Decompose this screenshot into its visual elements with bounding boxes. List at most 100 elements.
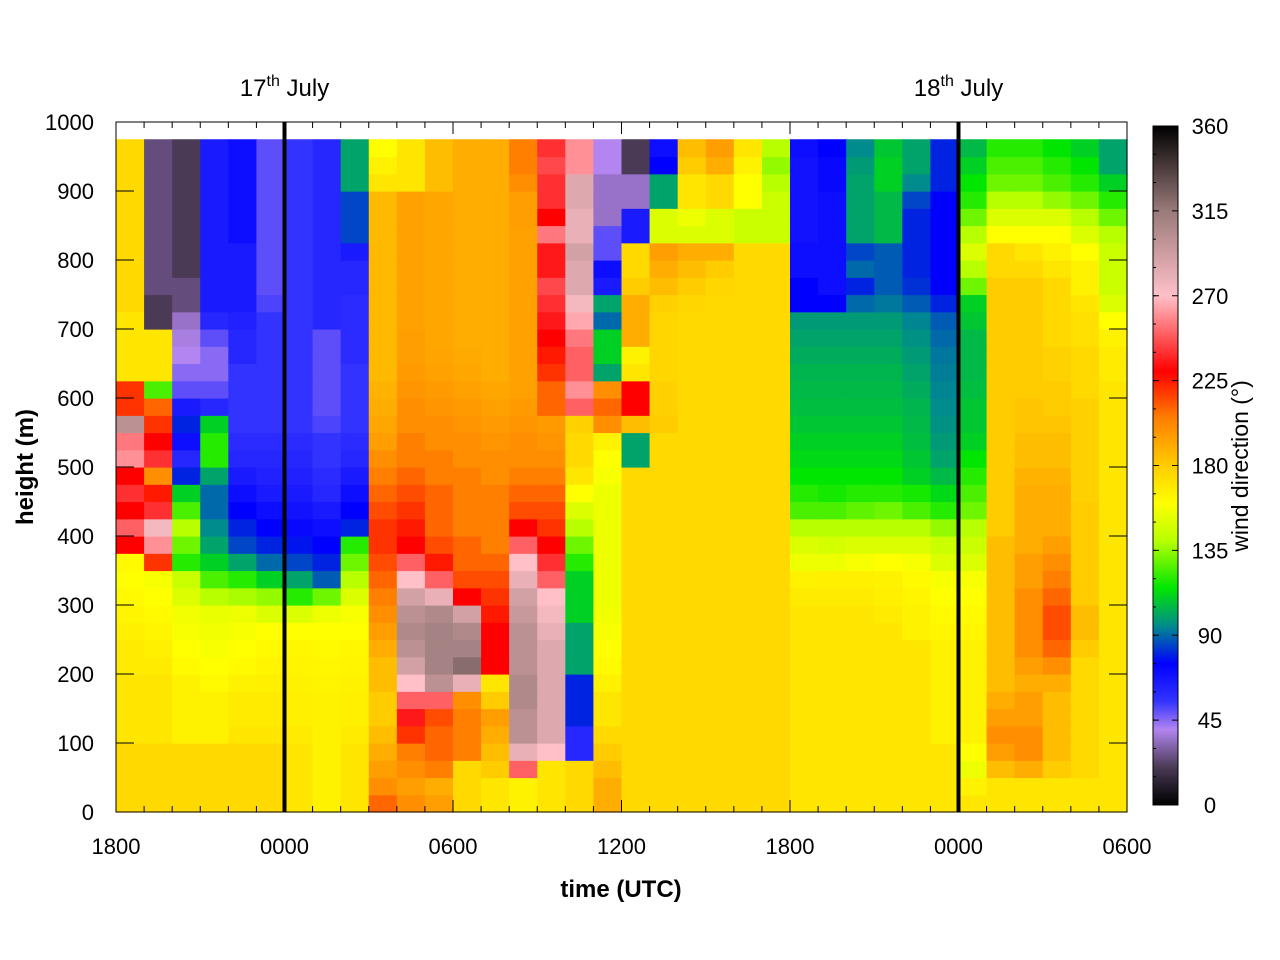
- heatmap-cell: [453, 346, 482, 365]
- heatmap-cell: [424, 260, 454, 278]
- heatmap-cell: [1098, 622, 1128, 641]
- heatmap-cell: [340, 708, 370, 727]
- heatmap-cell: [565, 242, 595, 261]
- heatmap-cell: [1014, 708, 1044, 727]
- heatmap-cell: [396, 173, 426, 192]
- heatmap-cell: [565, 191, 595, 209]
- heatmap-cell: [986, 363, 1016, 382]
- heatmap-cell: [818, 277, 847, 296]
- heatmap-cell: [621, 501, 651, 520]
- heatmap-cell: [312, 587, 342, 606]
- heatmap-cell: [396, 449, 426, 468]
- heatmap-cell: [593, 156, 623, 175]
- heatmap-cell: [846, 760, 875, 779]
- heatmap-cell: [284, 260, 314, 278]
- heatmap-cell: [144, 380, 173, 399]
- heatmap-cell: [621, 760, 651, 779]
- heatmap-cell: [312, 260, 342, 278]
- heatmap-cell: [340, 173, 370, 192]
- x-tick-label: 0600: [429, 834, 478, 859]
- heatmap-cell: [200, 691, 229, 710]
- heatmap-cell: [621, 260, 651, 278]
- heatmap-cell: [790, 191, 819, 209]
- heatmap-cell: [453, 225, 482, 244]
- heatmap-cell: [902, 570, 932, 589]
- heatmap-cell: [509, 570, 538, 589]
- heatmap-cell: [116, 725, 145, 744]
- heatmap-cell: [396, 467, 426, 485]
- heatmap-cell: [902, 449, 932, 468]
- heatmap-cell: [874, 432, 903, 451]
- heatmap-cell: [1098, 484, 1128, 503]
- heatmap-cell: [818, 587, 847, 606]
- heatmap-cell: [509, 277, 538, 296]
- heatmap-cell: [733, 760, 763, 779]
- heatmap-cell: [256, 743, 286, 761]
- heatmap-cell: [537, 415, 566, 434]
- heatmap-cell: [368, 139, 398, 158]
- heatmap-cell: [818, 432, 847, 451]
- heatmap-cell: [481, 380, 510, 399]
- heatmap-cell: [200, 208, 229, 227]
- heatmap-cells: [116, 139, 1128, 813]
- heatmap-cell: [621, 794, 651, 813]
- heatmap-cell: [312, 173, 342, 192]
- heatmap-cell: [761, 553, 791, 572]
- heatmap-cell: [958, 501, 988, 520]
- heatmap-cell: [790, 484, 819, 503]
- heatmap-cell: [172, 329, 201, 347]
- heatmap-cell: [677, 501, 707, 520]
- heatmap-cell: [228, 536, 258, 554]
- heatmap-cell: [340, 329, 370, 347]
- heatmap-cell: [481, 208, 510, 227]
- heatmap-cell: [396, 329, 426, 347]
- heatmap-cell: [902, 329, 932, 347]
- heatmap-cell: [368, 225, 398, 244]
- heatmap-cell: [874, 208, 903, 227]
- heatmap-cell: [200, 570, 229, 589]
- heatmap-cell: [200, 656, 229, 675]
- heatmap-cell: [677, 329, 707, 347]
- heatmap-cell: [144, 363, 173, 382]
- heatmap-cell: [761, 432, 791, 451]
- colorbar-tick-label: 180: [1192, 454, 1229, 479]
- heatmap-cell: [565, 518, 595, 537]
- heatmap-cell: [228, 518, 258, 537]
- heatmap-cell: [116, 173, 145, 192]
- heatmap-cell: [733, 467, 763, 485]
- heatmap-cell: [509, 691, 538, 710]
- heatmap-cell: [481, 484, 510, 503]
- heatmap-cell: [368, 242, 398, 261]
- heatmap-cell: [424, 605, 454, 623]
- heatmap-cell: [1014, 639, 1044, 658]
- heatmap-cell: [509, 467, 538, 485]
- heatmap-cell: [312, 467, 342, 485]
- heatmap-cell: [930, 708, 960, 727]
- heatmap-cell: [958, 691, 988, 710]
- heatmap-cell: [200, 225, 229, 244]
- heatmap-cell: [846, 674, 875, 692]
- heatmap-cell: [340, 156, 370, 175]
- heatmap-cell: [621, 553, 651, 572]
- heatmap-cell: [958, 173, 988, 192]
- heatmap-cell: [677, 191, 707, 209]
- heatmap-cell: [677, 725, 707, 744]
- heatmap-cell: [396, 587, 426, 606]
- heatmap-cell: [846, 139, 875, 158]
- heatmap-cell: [677, 156, 707, 175]
- heatmap-cell: [396, 622, 426, 641]
- heatmap-cell: [284, 553, 314, 572]
- heatmap-cell: [621, 225, 651, 244]
- heatmap-cell: [649, 208, 679, 227]
- heatmap-cell: [453, 605, 482, 623]
- heatmap-cell: [481, 777, 510, 796]
- heatmap-cell: [228, 553, 258, 572]
- heatmap-cell: [1098, 346, 1128, 365]
- heatmap-cell: [846, 622, 875, 641]
- heatmap-cell: [200, 622, 229, 641]
- heatmap-cell: [761, 691, 791, 710]
- heatmap-cell: [228, 311, 258, 330]
- heatmap-cell: [761, 587, 791, 606]
- heatmap-cell: [368, 518, 398, 537]
- heatmap-cell: [649, 656, 679, 675]
